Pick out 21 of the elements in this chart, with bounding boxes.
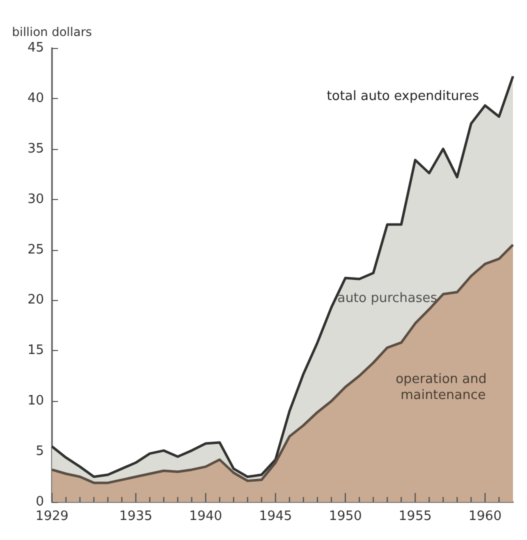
y-axis-title: billion dollars xyxy=(12,25,92,39)
x-tick-label: 1945 xyxy=(258,509,292,524)
y-tick-label: 35 xyxy=(27,141,44,156)
annotation: total auto expenditures xyxy=(326,89,480,104)
y-tick-label: 45 xyxy=(27,40,44,56)
x-tick-label: 1960 xyxy=(468,509,502,524)
x-tick-label: 1940 xyxy=(189,509,222,524)
y-tick-label: 0 xyxy=(36,494,44,510)
y-tick-label: 30 xyxy=(27,192,44,207)
y-tick-label: 40 xyxy=(27,90,44,106)
y-tick-label: 15 xyxy=(27,343,44,358)
y-tick-label: 10 xyxy=(27,394,44,409)
y-tick-label: 25 xyxy=(27,242,44,258)
y-tick-label: 5 xyxy=(36,444,44,460)
x-tick-label: 1955 xyxy=(398,509,432,524)
x-tick-label: 1935 xyxy=(119,509,152,524)
x-tick-label: 1950 xyxy=(328,509,362,524)
x-tick-label: 1929 xyxy=(35,509,69,524)
series-label: auto purchases xyxy=(337,290,438,306)
y-tick-label: 20 xyxy=(27,292,44,308)
series-label: operation and maintenance xyxy=(396,372,491,404)
